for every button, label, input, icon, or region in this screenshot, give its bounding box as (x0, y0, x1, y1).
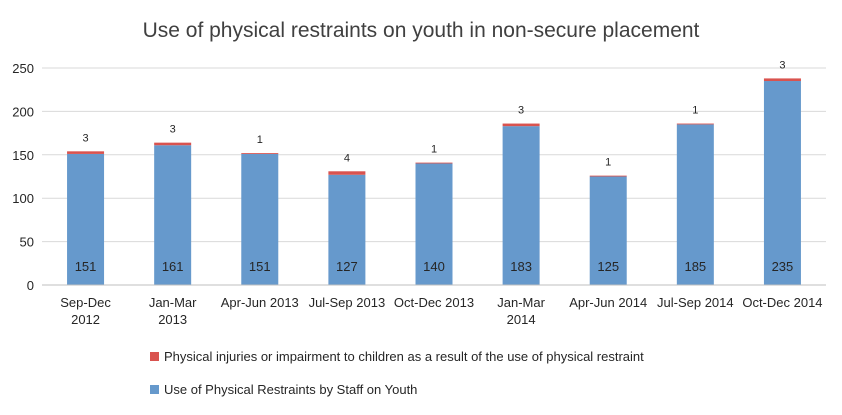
y-tick-label: 200 (12, 104, 34, 119)
chart-title: Use of physical restraints on youth in n… (143, 19, 700, 42)
data-label-injuries: 1 (257, 134, 263, 146)
bar-restraints (154, 145, 192, 285)
data-label-injuries: 3 (82, 132, 88, 144)
x-tick-label: 2013 (158, 312, 187, 327)
bar-injuries (502, 123, 540, 127)
x-tick-label: Oct-Dec 2014 (742, 295, 822, 310)
bar-injuries (328, 171, 366, 175)
legend-label: Use of Physical Restraints by Staff on Y… (164, 382, 417, 397)
legend-swatch (150, 352, 159, 361)
x-tick-label: Apr-Jun 2014 (569, 295, 647, 310)
bars: 151 3 161 3 151 1 127 4 140 1 183 3 125 1 185 1 235 3 (67, 59, 801, 286)
y-tick-label: 250 (12, 61, 34, 76)
bar-restraints (241, 153, 279, 285)
data-label-restraints: 127 (336, 259, 358, 274)
data-label-restraints: 161 (162, 259, 184, 274)
bar-restraints (502, 126, 540, 285)
x-tick-label: Oct-Dec 2013 (394, 295, 474, 310)
bar-injuries (676, 123, 714, 125)
data-label-injuries: 1 (692, 105, 698, 117)
data-label-injuries: 3 (518, 105, 524, 117)
x-tick-label: Jan-Mar (497, 295, 545, 310)
data-label-injuries: 3 (779, 59, 785, 71)
bar-injuries (241, 153, 279, 154)
x-tick-label: 2014 (507, 312, 536, 327)
bar-restraints (415, 163, 453, 285)
bar-restraints (763, 81, 801, 286)
data-label-restraints: 140 (423, 259, 445, 274)
x-axis: Sep-Dec 2012 Jan-Mar 2013 Apr-Jun 2013 Jul-Se… (42, 284, 826, 327)
x-tick-label: Apr-Jun 2013 (221, 295, 299, 310)
bar-injuries (589, 175, 627, 177)
data-label-restraints: 151 (249, 259, 271, 274)
data-label-injuries: 1 (431, 144, 437, 156)
y-tick-label: 100 (12, 191, 34, 206)
x-tick-label: 2012 (71, 312, 100, 327)
x-tick-label: Sep-Dec (60, 295, 111, 310)
data-label-restraints: 185 (684, 259, 706, 274)
legend-swatch (150, 385, 159, 394)
data-label-restraints: 183 (510, 259, 532, 274)
y-tick-label: 150 (12, 148, 34, 163)
legend: Physical injuries or impairment to child… (150, 349, 644, 397)
data-label-restraints: 151 (75, 259, 97, 274)
bar-injuries (415, 162, 453, 164)
legend-label: Physical injuries or impairment to child… (164, 349, 644, 364)
bar-injuries (67, 151, 105, 154)
bar-injuries (763, 78, 801, 82)
bar-restraints (589, 176, 627, 285)
y-tick-label: 0 (27, 278, 34, 293)
bar-restraints (676, 124, 714, 285)
x-tick-label: Jul-Sep 2013 (309, 295, 386, 310)
data-label-restraints: 235 (772, 259, 794, 274)
data-label-restraints: 125 (597, 259, 619, 274)
x-tick-label: Jan-Mar (149, 295, 197, 310)
data-label-injuries: 4 (344, 152, 350, 164)
x-tick-label: Jul-Sep 2014 (657, 295, 734, 310)
y-tick-label: 50 (20, 235, 34, 250)
y-axis: 0 50 100 150 200 250 (12, 61, 34, 293)
bar-restraints (328, 174, 366, 285)
bar-restraints (67, 153, 105, 285)
bar-injuries (154, 142, 192, 146)
data-label-injuries: 3 (170, 124, 176, 136)
data-label-injuries: 1 (605, 157, 611, 169)
